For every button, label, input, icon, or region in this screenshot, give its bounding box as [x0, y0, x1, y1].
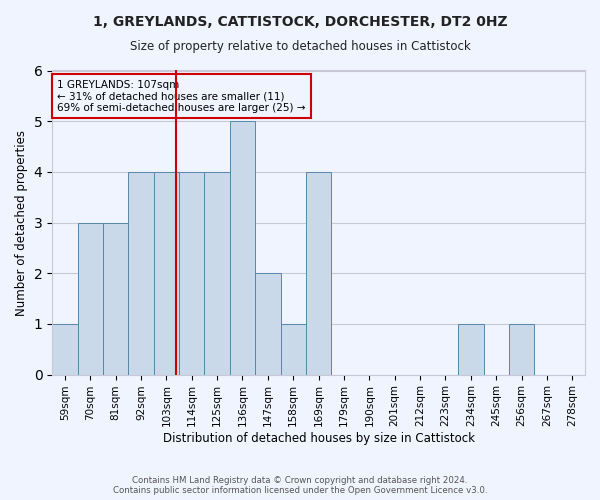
Text: 1 GREYLANDS: 107sqm
← 31% of detached houses are smaller (11)
69% of semi-detach: 1 GREYLANDS: 107sqm ← 31% of detached ho…: [58, 80, 306, 113]
Text: Size of property relative to detached houses in Cattistock: Size of property relative to detached ho…: [130, 40, 470, 53]
Bar: [255, 273, 281, 374]
Bar: [103, 222, 128, 374]
Bar: [205, 172, 230, 374]
Text: Contains HM Land Registry data © Crown copyright and database right 2024.
Contai: Contains HM Land Registry data © Crown c…: [113, 476, 487, 495]
Bar: [179, 172, 205, 374]
Bar: [52, 324, 77, 374]
Y-axis label: Number of detached properties: Number of detached properties: [15, 130, 28, 316]
Bar: [509, 324, 534, 374]
Bar: [458, 324, 484, 374]
Text: 1, GREYLANDS, CATTISTOCK, DORCHESTER, DT2 0HZ: 1, GREYLANDS, CATTISTOCK, DORCHESTER, DT…: [92, 15, 508, 29]
X-axis label: Distribution of detached houses by size in Cattistock: Distribution of detached houses by size …: [163, 432, 475, 445]
Bar: [306, 172, 331, 374]
Bar: [128, 172, 154, 374]
Bar: [230, 121, 255, 374]
Bar: [281, 324, 306, 374]
Bar: [77, 222, 103, 374]
Bar: [154, 172, 179, 374]
